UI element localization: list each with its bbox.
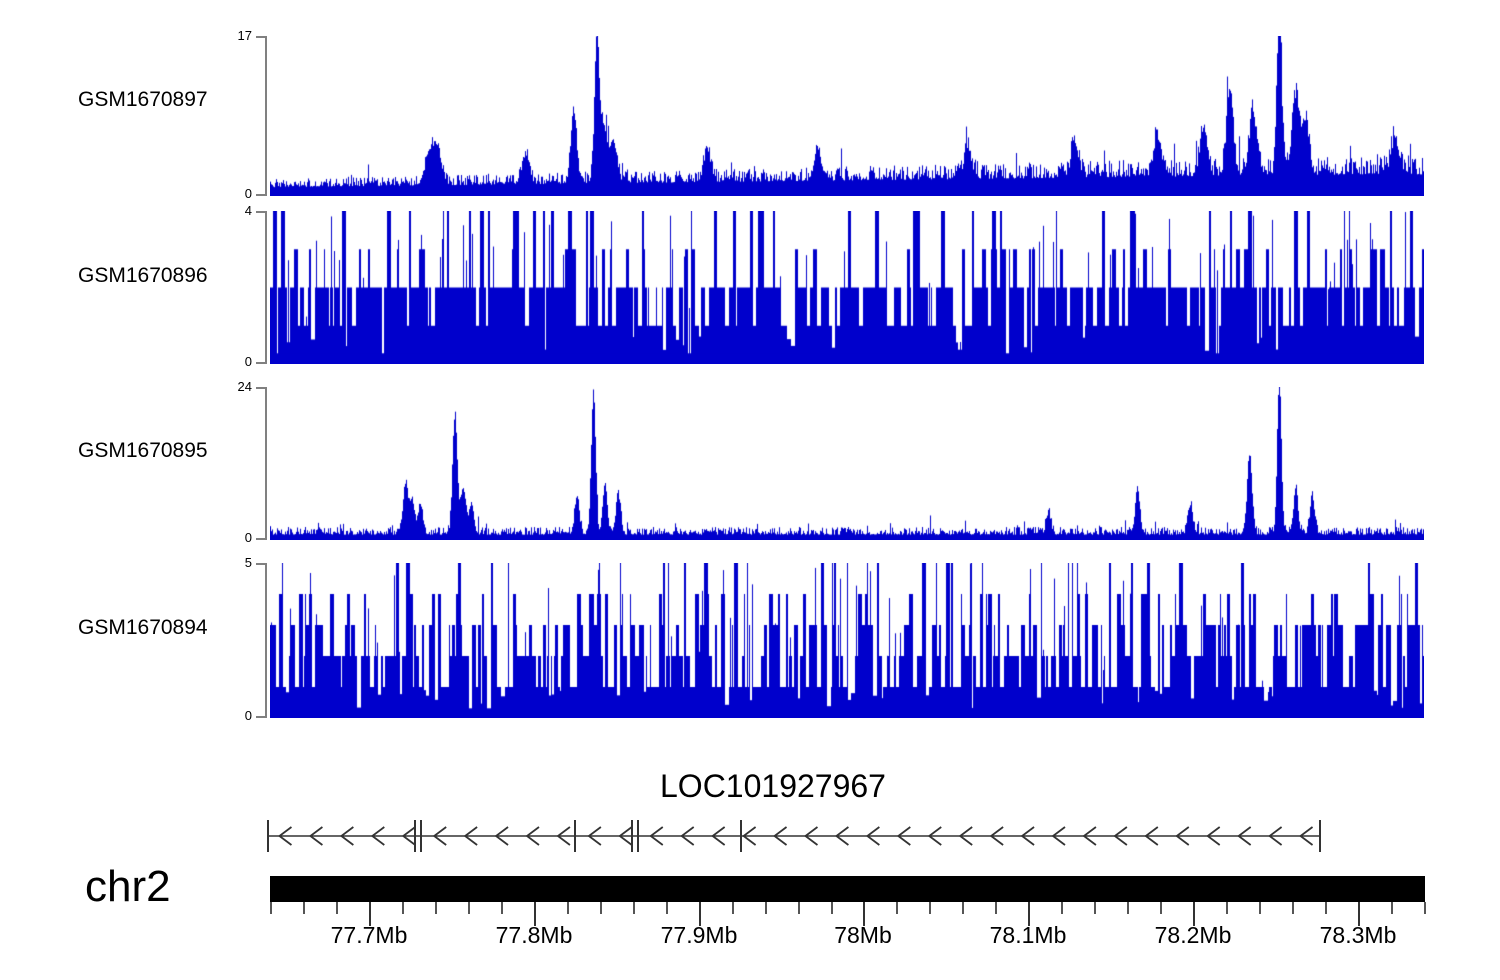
signal-plot-GSM1670894[interactable] — [270, 563, 1424, 718]
axis-major-tick — [369, 902, 371, 926]
axis-major-tick — [863, 902, 865, 926]
axis-minor-tick — [402, 902, 404, 914]
axis-minor-tick — [600, 902, 602, 914]
y-axis-value-min: 0 — [244, 708, 252, 723]
signal-canvas — [270, 211, 1424, 364]
signal-canvas — [270, 36, 1424, 196]
axis-major-tick — [1193, 902, 1195, 926]
track-label-GSM1670897: GSM1670897 — [78, 88, 208, 111]
y-axis-tick-min — [256, 716, 266, 718]
y-axis-value-max: 4 — [244, 203, 252, 218]
axis-minor-tick — [896, 902, 898, 914]
axis-tick-label: 77.9Mb — [660, 922, 738, 948]
axis-minor-tick — [1160, 902, 1162, 914]
axis-minor-tick — [303, 902, 305, 914]
axis-major-tick — [699, 902, 701, 926]
axis-minor-tick — [995, 902, 997, 914]
axis-tick-label: 78Mb — [834, 922, 892, 948]
axis-minor-tick — [1292, 902, 1294, 914]
y-axis-tick-max — [256, 563, 266, 565]
axis-minor-tick — [732, 902, 734, 914]
axis-major-tick — [534, 902, 536, 926]
y-axis-line — [265, 36, 267, 196]
axis-minor-tick — [962, 902, 964, 914]
axis-tick-label: 78.1Mb — [989, 922, 1067, 948]
signal-canvas — [270, 387, 1424, 540]
axis-minor-tick — [501, 902, 503, 914]
axis-minor-tick — [1259, 902, 1261, 914]
axis-minor-tick — [1094, 902, 1096, 914]
y-axis-line — [265, 211, 267, 364]
gene-model-track[interactable] — [0, 812, 1500, 860]
axis-minor-tick — [1424, 902, 1426, 914]
axis-minor-tick — [929, 902, 931, 914]
axis-minor-tick — [1391, 902, 1393, 914]
axis-minor-tick — [567, 902, 569, 914]
axis-tick-label: 78.2Mb — [1154, 922, 1232, 948]
y-axis-value-max: 17 — [237, 28, 252, 43]
axis-tick-label: 77.8Mb — [495, 922, 573, 948]
axis-tick-label: 78.3Mb — [1319, 922, 1397, 948]
axis-minor-tick — [1127, 902, 1129, 914]
axis-minor-tick — [336, 902, 338, 914]
axis-minor-tick — [633, 902, 635, 914]
axis-tick-label: 77.7Mb — [330, 922, 408, 948]
axis-minor-tick — [270, 902, 272, 914]
y-axis-line — [265, 387, 267, 540]
y-axis-tick-max — [256, 211, 266, 213]
signal-canvas — [270, 563, 1424, 718]
chromosome-label: chr2 — [85, 862, 171, 911]
signal-plot-GSM1670896[interactable] — [270, 211, 1424, 364]
y-axis-value-max: 5 — [244, 555, 252, 570]
track-label-GSM1670896: GSM1670896 — [78, 264, 208, 287]
y-axis-line — [265, 563, 267, 718]
y-axis-value-min: 0 — [244, 354, 252, 369]
signal-plot-GSM1670895[interactable] — [270, 387, 1424, 540]
gene-name-label: LOC101927967 — [660, 768, 886, 804]
track-label-GSM1670894: GSM1670894 — [78, 616, 208, 639]
axis-minor-tick — [1061, 902, 1063, 914]
axis-minor-tick — [1226, 902, 1228, 914]
y-axis-tick-min — [256, 362, 266, 364]
axis-minor-tick — [666, 902, 668, 914]
axis-minor-tick — [468, 902, 470, 914]
gene-model-svg — [267, 820, 1321, 852]
y-axis-value-min: 0 — [244, 186, 252, 201]
y-axis-tick-max — [256, 36, 266, 38]
axis-minor-tick — [798, 902, 800, 914]
y-axis-tick-max — [256, 387, 266, 389]
chromosome-ideogram-bar[interactable] — [270, 876, 1425, 902]
axis-major-tick — [1028, 902, 1030, 926]
y-axis-value-max: 24 — [237, 379, 252, 394]
axis-minor-tick — [831, 902, 833, 914]
axis-minor-tick — [435, 902, 437, 914]
y-axis-tick-min — [256, 194, 266, 196]
y-axis-value-min: 0 — [244, 530, 252, 545]
axis-major-tick — [1358, 902, 1360, 926]
axis-minor-tick — [1325, 902, 1327, 914]
track-label-GSM1670895: GSM1670895 — [78, 439, 208, 462]
y-axis-tick-min — [256, 538, 266, 540]
signal-plot-GSM1670897[interactable] — [270, 36, 1424, 196]
axis-minor-tick — [765, 902, 767, 914]
